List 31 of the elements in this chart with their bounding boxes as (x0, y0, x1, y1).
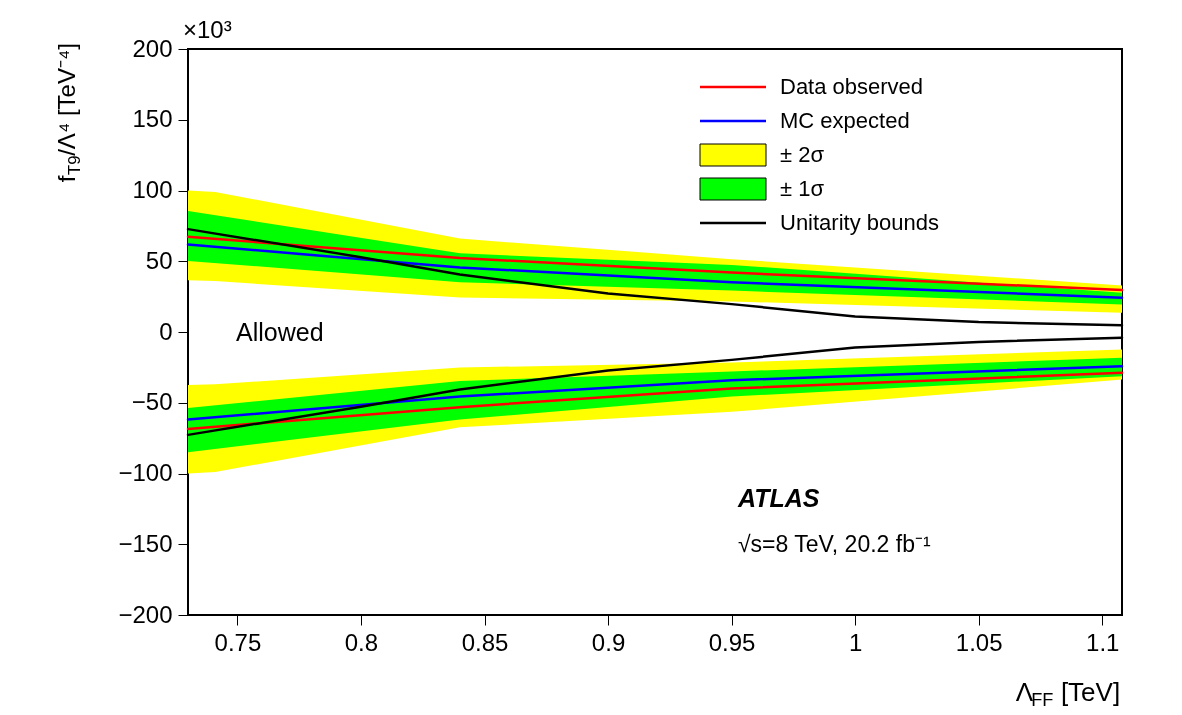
y-tick-label: −100 (118, 459, 173, 486)
y-tick-label: 50 (145, 246, 173, 274)
annotation: √s=8 TeV, 20.2 fb⁻¹ (738, 531, 931, 557)
x-tick-label: 1.05 (955, 628, 1003, 656)
line-series (186, 235, 1124, 292)
x-tick-label: 0.8 (344, 628, 379, 656)
line-series (186, 243, 1124, 300)
x-tick-label: 1 (848, 628, 863, 656)
y-tick-label: 100 (132, 176, 173, 203)
y-tick-label: −200 (118, 600, 173, 628)
y-axis-title: fT9/Λ⁴ [TeV⁻⁴] (53, 43, 85, 183)
line-series (186, 371, 1124, 431)
text: ×10³ (183, 16, 232, 43)
y-tick-label: −150 (118, 529, 173, 557)
annotation: ATLAS (737, 484, 820, 512)
legend-label: MC expected (780, 108, 910, 133)
x-tick-label: 0.75 (214, 628, 262, 656)
y-tick-label: 0 (159, 317, 173, 345)
y-tick-label: 200 (132, 34, 173, 62)
legend-label: Data observed (780, 74, 924, 99)
x-tick-label: 1.1 (1086, 628, 1120, 656)
x-tick-label: 0.85 (461, 628, 509, 656)
y-tick-label: 150 (132, 105, 173, 133)
x-tick-label: 0.9 (591, 628, 626, 656)
legend-label: ± 1σ (780, 176, 825, 201)
annotation: Allowed (236, 318, 324, 346)
x-tick-label: 0.95 (708, 628, 756, 656)
line-series (186, 364, 1124, 421)
legend-label: Unitarity bounds (780, 210, 939, 235)
y-tick-label: −50 (131, 388, 173, 416)
legend-label: ± 2σ (780, 142, 825, 167)
